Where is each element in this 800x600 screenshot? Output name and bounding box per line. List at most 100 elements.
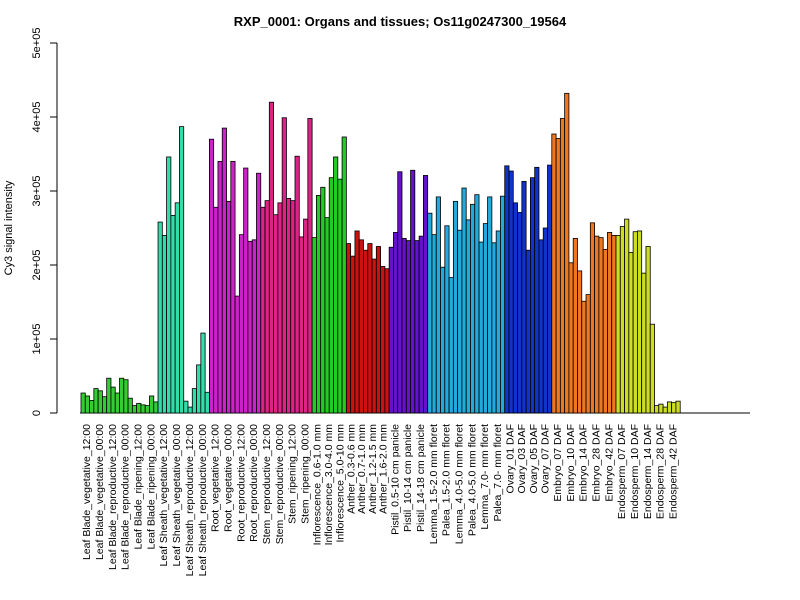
x-category-label: Leaf Blade_reproductive_12:00 — [107, 424, 119, 570]
bar — [534, 166, 540, 414]
x-category-label: Palea_7.0- mm floret — [492, 424, 504, 522]
x-category-label: Embryo_28 DAF — [591, 424, 603, 502]
bar — [298, 236, 304, 414]
x-category-label: Endosperm_28 DAF — [655, 424, 667, 519]
bar — [307, 118, 313, 414]
bar — [602, 249, 608, 414]
x-category-label: Leaf Blade_vegetative_12:00 — [81, 424, 93, 560]
bar — [217, 160, 223, 414]
bar — [542, 227, 548, 414]
bar — [384, 268, 390, 414]
x-category-label: Root_vegetative_00:00 — [222, 424, 234, 532]
bar — [106, 377, 112, 414]
bar — [187, 406, 193, 414]
bar — [504, 165, 510, 414]
x-category-label: Leaf Blade_ripening_12:00 — [133, 424, 145, 550]
bar — [380, 266, 386, 414]
bar — [405, 240, 411, 414]
bar — [495, 230, 501, 414]
bar — [290, 200, 296, 414]
x-category-label: Leaf Blade_ripening_00:00 — [145, 424, 157, 550]
bar — [84, 395, 90, 414]
bar — [114, 392, 120, 414]
x-category-label: Ovary_07 DAF — [540, 424, 552, 493]
bar — [478, 241, 484, 414]
bar — [93, 388, 99, 414]
bar — [465, 219, 471, 414]
x-category-label: Endosperm_10 DAF — [629, 424, 641, 519]
bar — [311, 237, 317, 414]
bar — [196, 364, 202, 414]
bar — [577, 270, 583, 414]
bar — [131, 405, 138, 414]
y-tick-label: 0 — [31, 410, 43, 416]
bar — [174, 202, 180, 414]
bar — [140, 404, 146, 414]
bar — [213, 206, 219, 414]
bar — [333, 156, 339, 414]
bar — [435, 196, 441, 414]
bar — [388, 246, 394, 414]
bar — [512, 202, 518, 414]
bar — [568, 262, 574, 414]
bar — [611, 234, 617, 414]
x-category-label: Anther_0.7-1.0 mm — [356, 424, 368, 514]
bar — [649, 323, 655, 414]
bar — [594, 235, 600, 414]
bar — [281, 117, 287, 414]
x-category-label: Root_reproductive_12:00 — [235, 424, 247, 542]
bar — [641, 272, 647, 414]
bar — [619, 226, 625, 414]
x-category-label: Inflorescence_3.0-4.0 mm — [323, 424, 335, 546]
x-category-label: Stem_reproductive_00:00 — [274, 424, 286, 544]
bar — [119, 377, 125, 414]
bar — [153, 401, 159, 414]
bar — [303, 218, 309, 414]
bar — [461, 187, 467, 414]
x-category-label: Pistil_0.5-10 cm panicle — [389, 424, 401, 535]
x-category-label: Leaf Blade_reproductive_00:00 — [120, 424, 132, 570]
bar — [431, 234, 437, 414]
x-axis-labels: Leaf Blade_vegetative_12:00 Leaf Blade_ve… — [81, 424, 679, 577]
bar — [354, 230, 360, 414]
bar — [410, 169, 416, 414]
bar — [256, 172, 262, 414]
bar — [230, 160, 236, 414]
bar — [200, 332, 206, 414]
bar — [422, 175, 429, 414]
y-tick-label: 1e+05 — [31, 324, 43, 355]
bar — [273, 214, 279, 414]
x-category-label: Stem_ripening_00:00 — [299, 424, 311, 524]
x-category-label: Endosperm_42 DAF — [668, 424, 680, 519]
bar — [268, 101, 275, 414]
bar — [179, 126, 185, 414]
bar — [581, 300, 587, 414]
bar — [367, 243, 373, 414]
x-category-label: Endosperm_14 DAF — [642, 424, 654, 519]
bar — [675, 400, 681, 414]
bar — [277, 202, 283, 414]
x-category-label: Embryo_10 DAF — [565, 424, 577, 502]
bar — [538, 239, 544, 414]
x-category-label: Anther_1.2-1.5 mm — [367, 424, 379, 514]
x-category-label: Leaf Sheath_reproductive_12:00 — [184, 424, 196, 577]
bar — [264, 200, 270, 414]
x-category-label: Leaf Sheath_vegetative_12:00 — [158, 424, 170, 567]
bar — [628, 252, 634, 414]
bar — [457, 229, 463, 414]
bar — [328, 177, 334, 414]
x-category-label: Inflorescence_0.6-1.0 mm — [312, 424, 324, 546]
bar — [624, 218, 630, 414]
bar — [363, 249, 369, 414]
bar — [418, 235, 424, 414]
bar — [80, 392, 86, 414]
bar — [221, 127, 227, 414]
bar — [149, 395, 155, 414]
bar — [89, 400, 95, 414]
x-category-label: Palea_4.0-5.0 mm floret — [466, 424, 478, 536]
bar — [427, 212, 433, 414]
bar — [238, 234, 245, 414]
bar — [645, 246, 651, 414]
x-category-label: Ovary_01 DAF — [504, 424, 516, 493]
